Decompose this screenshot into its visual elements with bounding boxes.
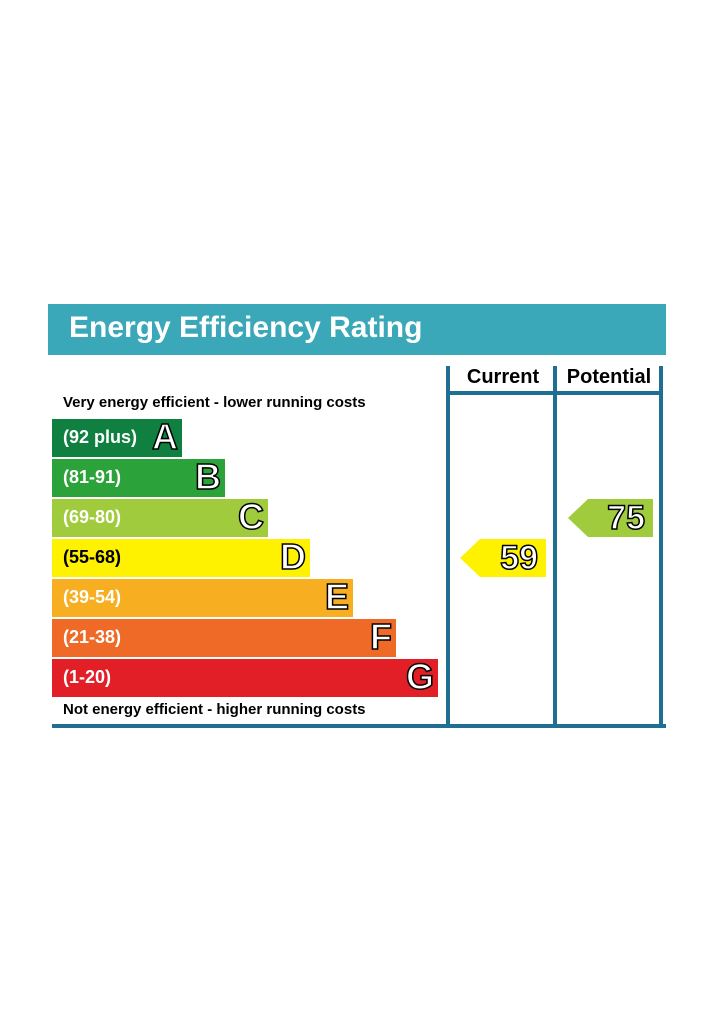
bottom-border — [52, 724, 666, 728]
band-range-label: (81-91) — [63, 467, 122, 487]
potential-rating-arrow-shape — [568, 499, 653, 537]
title-banner: Energy Efficiency Rating — [48, 304, 666, 355]
band-letter: C — [237, 496, 265, 538]
band-letter: B — [194, 456, 222, 498]
current-column-header: Current — [466, 366, 540, 388]
band-b: (81-91) B — [52, 456, 225, 498]
band-letter: D — [279, 536, 307, 578]
band-g: (1-20) G — [52, 656, 438, 698]
band-f: (21-38) F — [52, 616, 396, 658]
header-underline — [446, 391, 663, 395]
chart-title: Energy Efficiency Rating — [69, 311, 423, 344]
band-c: (69-80) C — [52, 496, 268, 538]
potential-column-header: Potential — [566, 366, 652, 388]
band-range-label: (69-80) — [63, 507, 122, 527]
divider-left — [446, 366, 450, 728]
band-a: (92 plus) A — [52, 416, 182, 458]
band-range-label: (55-68) — [63, 547, 122, 567]
current-rating-arrow-shape — [460, 539, 546, 577]
band-d: (55-68) D — [52, 536, 310, 578]
band-e: (39-54) E — [52, 576, 353, 618]
potential-rating-arrow: 75 — [568, 498, 653, 538]
current-rating-arrow-value: 59 — [499, 538, 538, 578]
band-range-label: (21-38) — [63, 627, 122, 647]
band-range-label: (92 plus) — [63, 427, 138, 447]
potential-rating-arrow-fill — [568, 499, 653, 537]
divider-right — [659, 366, 663, 728]
current-rating-arrow-fill — [460, 539, 546, 577]
band-range-label: (39-54) — [63, 587, 122, 607]
top-note: Very energy efficient - lower running co… — [63, 394, 366, 411]
potential-rating-arrow-value: 75 — [606, 498, 645, 538]
band-range-label: (1-20) — [63, 667, 112, 687]
band-letter: E — [324, 576, 350, 618]
band-letter: G — [405, 656, 435, 698]
bottom-note: Not energy efficient - higher running co… — [63, 701, 366, 718]
divider-middle — [553, 366, 557, 728]
current-rating-arrow: 59 — [460, 538, 546, 578]
band-letter: F — [369, 616, 393, 658]
band-letter: A — [151, 416, 179, 458]
